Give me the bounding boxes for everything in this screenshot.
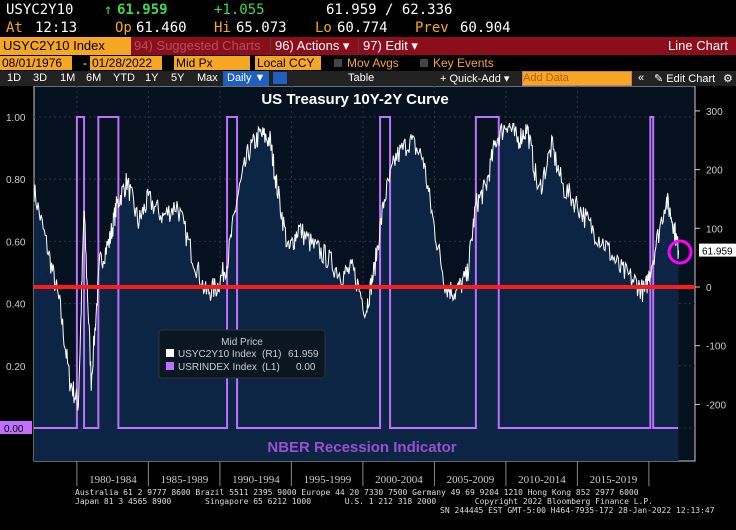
actions-menu[interactable]: 96) Actions ▾ — [270, 37, 357, 55]
bid-ask: 61.959 / 62.336 — [326, 2, 453, 18]
date-separator: - — [83, 56, 87, 70]
right-tick-label: 0 — [706, 283, 712, 294]
right-tick-label: -200 — [706, 400, 726, 411]
last-value-tag — [699, 243, 736, 257]
time: 12:13 — [35, 20, 78, 36]
at-label: At — [6, 20, 23, 36]
period-1y[interactable]: 1Y — [145, 72, 159, 84]
prev-value: 60.904 — [460, 20, 511, 36]
edit-menu[interactable]: 97) Edit ▾ — [358, 37, 423, 55]
x-tick-label: 1990-1994 — [232, 474, 280, 486]
date-row: 08/01/1976 - 01/28/2022 Mid Px Local CCY… — [0, 56, 736, 71]
low-value: 60.774 — [337, 20, 388, 36]
collapse-icon[interactable]: « — [638, 72, 645, 84]
recession-annotation: NBER Recession Indicator — [267, 439, 456, 456]
prev-label: Prev — [415, 20, 449, 36]
period-max[interactable]: Max — [197, 72, 218, 84]
right-tick-label: 200 — [706, 166, 723, 177]
x-tick-label: 2000-2004 — [375, 474, 423, 486]
left-tick-label: 1.00 — [6, 113, 26, 124]
end-date-input[interactable]: 01/28/2022 — [90, 56, 162, 70]
up-arrow-icon: ↑ — [104, 2, 113, 18]
legend-axis-recession: (L1) — [262, 362, 280, 373]
period-5y[interactable]: 5Y — [171, 72, 185, 84]
open-value: 61.460 — [136, 20, 187, 36]
legend: Mid Price USYC2Y10 Index (R1) 61.959 USR… — [158, 329, 326, 379]
legend-value-recession: 0.00 — [296, 362, 316, 373]
left-tick-label: 0.40 — [6, 300, 26, 311]
key-events-label: Key Events — [433, 56, 494, 70]
left-tick-label: 0.20 — [6, 362, 26, 373]
legend-axis-spread: (R1) — [262, 349, 281, 360]
legend-swatch-recession — [166, 362, 174, 370]
highlight-circle — [667, 239, 693, 265]
mov-avgs-label: Mov Avgs — [347, 56, 399, 70]
legend-value-spread: 61.959 — [288, 349, 319, 360]
recession-value-tag — [0, 421, 32, 434]
right-tick-label: 300 — [706, 107, 723, 118]
period-1m[interactable]: 1M — [60, 72, 76, 84]
net-change: +1.055 — [214, 2, 265, 18]
quick-add-button[interactable]: + Quick-Add ▾ — [440, 73, 510, 85]
legend-name-recession: USRINDEX Index — [178, 362, 257, 373]
start-date-input[interactable]: 08/01/1976 — [0, 56, 72, 70]
last-price: 61.959 — [117, 2, 168, 18]
footer-contacts-1: Australia 61 2 9777 8600 Brazil 5511 239… — [75, 488, 639, 497]
legend-swatch-spread — [166, 349, 174, 357]
right-tick-label: -100 — [706, 342, 726, 353]
left-tick-label: 0.80 — [6, 175, 26, 186]
table-button[interactable]: Table — [348, 72, 375, 84]
key-events-checkbox[interactable] — [420, 59, 428, 67]
x-tick-label: 2015-2019 — [590, 474, 638, 486]
field-select[interactable]: Mid Px — [174, 56, 250, 70]
footer-session: SN 244445 EST GMT-5:00 H464-7935-172 28-… — [440, 506, 715, 515]
x-tick-label: 1985-1989 — [161, 474, 209, 486]
x-tick-label: 1980-1984 — [89, 474, 137, 486]
security-field[interactable]: USYC2Y10 Index — [0, 37, 131, 55]
legend-name-spread: USYC2Y10 Index — [178, 349, 256, 360]
add-data-input[interactable]: Add Data — [522, 71, 632, 86]
suggested-charts-button[interactable]: 94) Suggested Charts — [134, 38, 261, 53]
low-label: Lo — [315, 20, 332, 36]
chart-title: US Treasury 10Y-2Y Curve — [261, 91, 448, 108]
x-tick-label: 2010-2014 — [518, 474, 566, 486]
right-tick-label: 100 — [706, 224, 723, 235]
left-tick-label: 0.60 — [6, 237, 26, 248]
x-tick-label: 1995-1999 — [304, 474, 352, 486]
chart-area: 1.00 0.80 0.60 0.40 0.20 300 200 100 0 -100 -200 19… — [0, 86, 736, 486]
x-tick-label: 2005-2009 — [447, 474, 495, 486]
ticker: USYC2Y10 — [6, 2, 74, 18]
last-value-label: 61.959 — [702, 247, 733, 258]
period-1d[interactable]: 1D — [7, 72, 22, 84]
open-label: Op — [115, 20, 132, 36]
legend-header: Mid Price — [221, 337, 263, 348]
period-6m[interactable]: 6M — [86, 72, 102, 84]
footer-contacts-2: Japan 81 3 4565 8900 Singapore 65 6212 1… — [75, 497, 653, 506]
high-value: 65.073 — [236, 20, 287, 36]
mov-avgs-checkbox[interactable] — [334, 59, 342, 67]
period-3d[interactable]: 3D — [33, 72, 48, 84]
spread-line — [33, 122, 679, 411]
edit-chart-button[interactable]: ✎ Edit Chart — [654, 73, 716, 85]
security-bar: USYC2Y10 Index 94) Suggested Charts 96) … — [0, 37, 736, 55]
frequency-select[interactable]: Daily ▼ — [223, 71, 270, 87]
period-toolbar: 1D 3D 1M 6M YTD 1Y 5Y Max Daily ▼ Table … — [0, 71, 736, 87]
period-ytd[interactable]: YTD — [113, 72, 135, 84]
chart-type[interactable]: Line Chart — [668, 38, 728, 53]
left-tick-label-zero: 0.00 — [4, 424, 24, 435]
high-label: Hi — [214, 20, 231, 36]
recession-indicator-line — [34, 116, 678, 429]
line-chart-icon[interactable] — [273, 72, 287, 84]
gear-icon[interactable]: ⚙ — [723, 73, 733, 85]
currency-select[interactable]: Local CCY — [255, 56, 321, 70]
